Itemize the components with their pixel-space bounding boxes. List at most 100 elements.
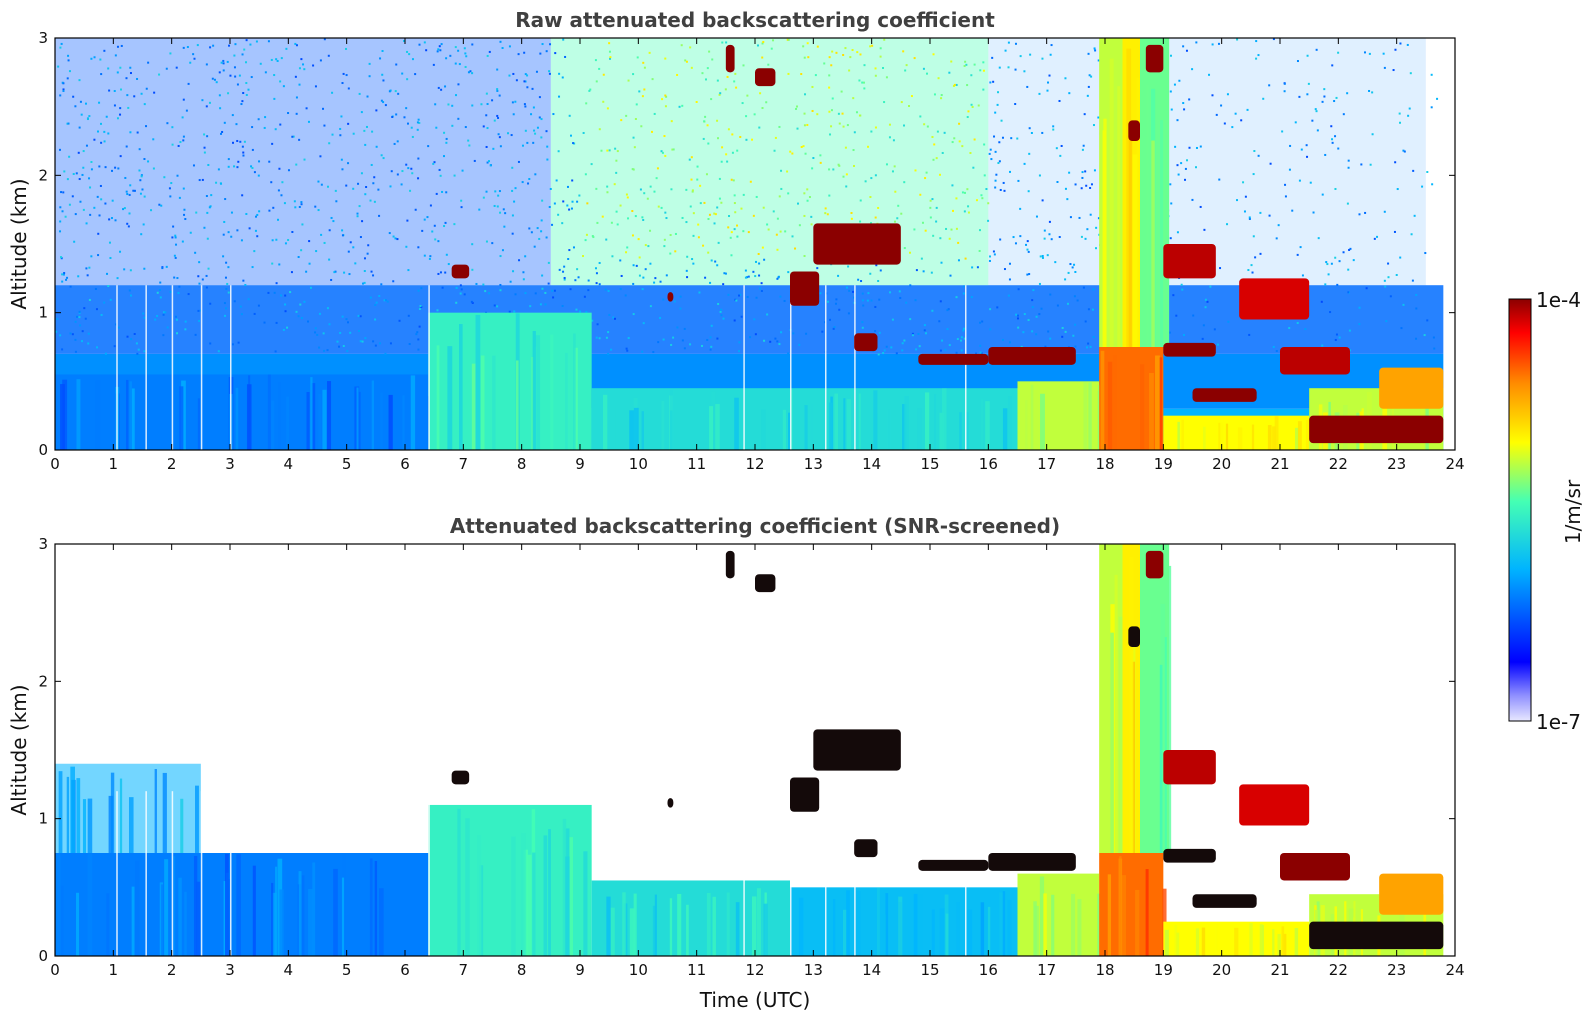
speckle: [1028, 127, 1031, 130]
speckle: [129, 66, 132, 69]
speckle: [819, 292, 822, 295]
texture-streak: [134, 860, 140, 956]
speckle: [903, 181, 906, 184]
speckle: [359, 236, 362, 239]
texture-streak: [527, 854, 532, 956]
speckle: [1004, 49, 1007, 52]
speckle: [467, 71, 470, 74]
speckle: [841, 112, 844, 115]
speckle: [219, 107, 222, 110]
cloud-layer: [918, 859, 989, 871]
speckle: [1317, 237, 1320, 240]
speckle: [992, 250, 995, 253]
speckle: [557, 150, 560, 153]
texture-streak: [76, 778, 81, 853]
speckle: [175, 243, 178, 246]
texture-streak: [1121, 875, 1127, 956]
speckle: [1402, 303, 1405, 306]
speckle: [1050, 44, 1053, 47]
speckle: [734, 72, 737, 75]
speckle: [1306, 54, 1309, 57]
speckle: [625, 193, 628, 196]
speckle: [1368, 52, 1371, 55]
speckle: [357, 329, 360, 332]
speckle: [68, 203, 71, 206]
colorbar-unit-label: 1/m/sr: [1561, 479, 1585, 544]
texture-streak: [999, 892, 1004, 956]
speckle: [900, 212, 903, 215]
speckle: [145, 125, 148, 128]
texture-streak: [515, 360, 519, 450]
speckle: [631, 168, 634, 171]
speckle: [533, 129, 536, 132]
speckle: [852, 290, 855, 293]
speckle: [1092, 335, 1095, 338]
texture-streak: [532, 852, 536, 956]
speckle: [127, 106, 130, 109]
speckle: [987, 219, 990, 222]
speckle: [1315, 48, 1318, 51]
speckle: [1039, 255, 1042, 258]
data-gap-line: [145, 791, 147, 956]
speckle: [681, 339, 684, 342]
speckle: [307, 320, 310, 323]
speckle: [104, 352, 107, 355]
speckle: [126, 335, 129, 338]
texture-streak: [87, 798, 93, 853]
speckle: [256, 213, 259, 216]
speckle: [723, 272, 726, 275]
speckle: [541, 274, 544, 277]
speckle: [735, 86, 738, 89]
speckle: [905, 301, 908, 304]
speckle: [99, 184, 102, 187]
speckle: [531, 87, 534, 90]
speckle: [1041, 254, 1044, 257]
texture-streak: [1040, 393, 1045, 450]
speckle: [245, 61, 248, 64]
speckle: [882, 352, 885, 355]
speckle: [138, 169, 141, 172]
speckle: [530, 231, 533, 234]
speckle: [988, 259, 991, 262]
texture-streak: [70, 766, 75, 853]
speckle: [947, 308, 950, 311]
speckle: [1217, 42, 1220, 45]
speckle: [1015, 313, 1018, 316]
speckle: [885, 163, 888, 166]
speckle: [194, 333, 197, 336]
speckle: [275, 238, 278, 241]
speckle: [184, 320, 187, 323]
speckle: [619, 259, 622, 262]
speckle: [223, 220, 226, 223]
speckle: [418, 308, 421, 311]
speckle: [323, 38, 326, 41]
speckle: [721, 146, 724, 149]
speckle: [511, 232, 514, 235]
texture-streak: [58, 771, 63, 853]
speckle: [133, 333, 136, 336]
speckle: [914, 299, 917, 302]
texture-streak: [306, 391, 310, 450]
speckle: [828, 168, 831, 171]
speckle: [215, 81, 218, 84]
speckle: [179, 141, 182, 144]
speckle: [616, 150, 619, 153]
speckle: [703, 120, 706, 123]
speckle: [706, 124, 709, 127]
speckle: [638, 256, 641, 259]
speckle: [571, 179, 574, 182]
speckle: [953, 137, 956, 140]
speckle: [60, 42, 63, 45]
speckle: [187, 82, 190, 85]
speckle: [948, 71, 951, 74]
speckle: [615, 159, 618, 162]
speckle: [264, 116, 267, 119]
speckle: [58, 148, 61, 151]
speckle: [653, 112, 656, 115]
speckle: [278, 263, 281, 266]
speckle: [1068, 171, 1071, 174]
texture-streak: [1168, 565, 1172, 853]
speckle: [683, 347, 686, 350]
speckle: [683, 327, 686, 330]
speckle: [819, 161, 822, 164]
